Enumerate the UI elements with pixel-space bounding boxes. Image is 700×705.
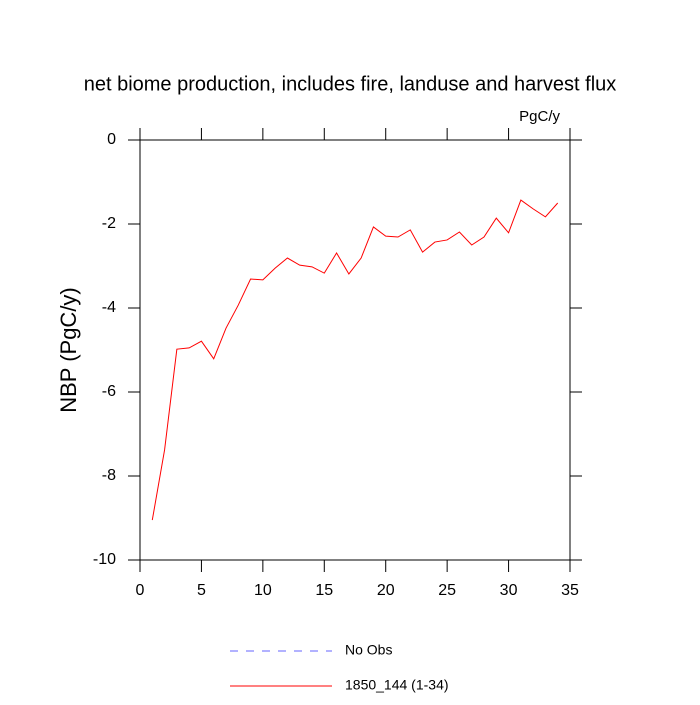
y-tick-label: -6 bbox=[102, 383, 116, 400]
plot-frame bbox=[139, 139, 571, 561]
data-line bbox=[151, 199, 559, 521]
x-tick-label: 20 bbox=[377, 582, 395, 599]
y-tick-label: -8 bbox=[102, 467, 116, 484]
units-label: PgC/y bbox=[519, 108, 560, 125]
legend-label: No Obs bbox=[345, 642, 392, 658]
legend-label: 1850_144 (1-34) bbox=[345, 677, 449, 693]
y-tick-label: 0 bbox=[107, 131, 116, 148]
y-axis-label: NBP (PgC/y) bbox=[56, 287, 81, 413]
x-tick-label: 5 bbox=[197, 582, 206, 599]
x-tick-label: 15 bbox=[315, 582, 333, 599]
y-tick-label: -2 bbox=[102, 215, 116, 232]
x-tick-label: 25 bbox=[438, 582, 456, 599]
x-tick-label: 10 bbox=[254, 582, 272, 599]
y-tick-label: -4 bbox=[102, 299, 116, 316]
x-tick-label: 30 bbox=[500, 582, 518, 599]
x-tick-label: 0 bbox=[136, 582, 145, 599]
chart-title: net biome production, includes fire, lan… bbox=[84, 73, 617, 95]
x-tick-label: 35 bbox=[561, 582, 579, 599]
y-tick-label: -10 bbox=[93, 551, 116, 568]
